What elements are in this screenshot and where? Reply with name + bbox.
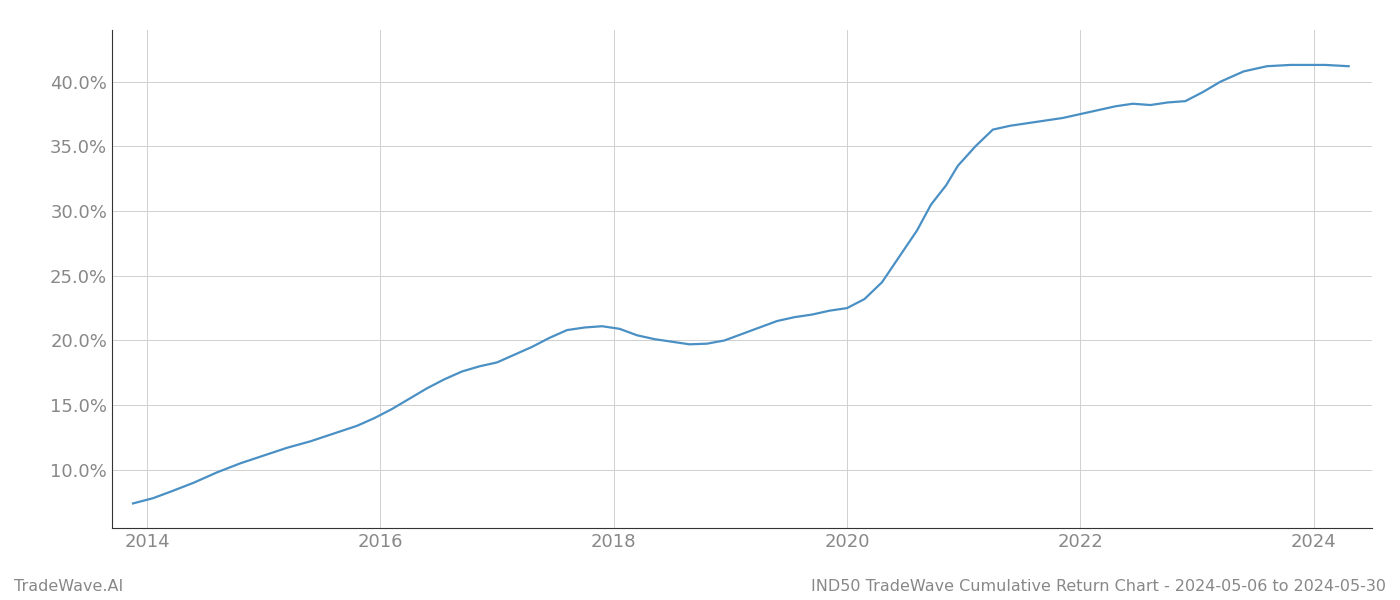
- Text: IND50 TradeWave Cumulative Return Chart - 2024-05-06 to 2024-05-30: IND50 TradeWave Cumulative Return Chart …: [811, 579, 1386, 594]
- Text: TradeWave.AI: TradeWave.AI: [14, 579, 123, 594]
